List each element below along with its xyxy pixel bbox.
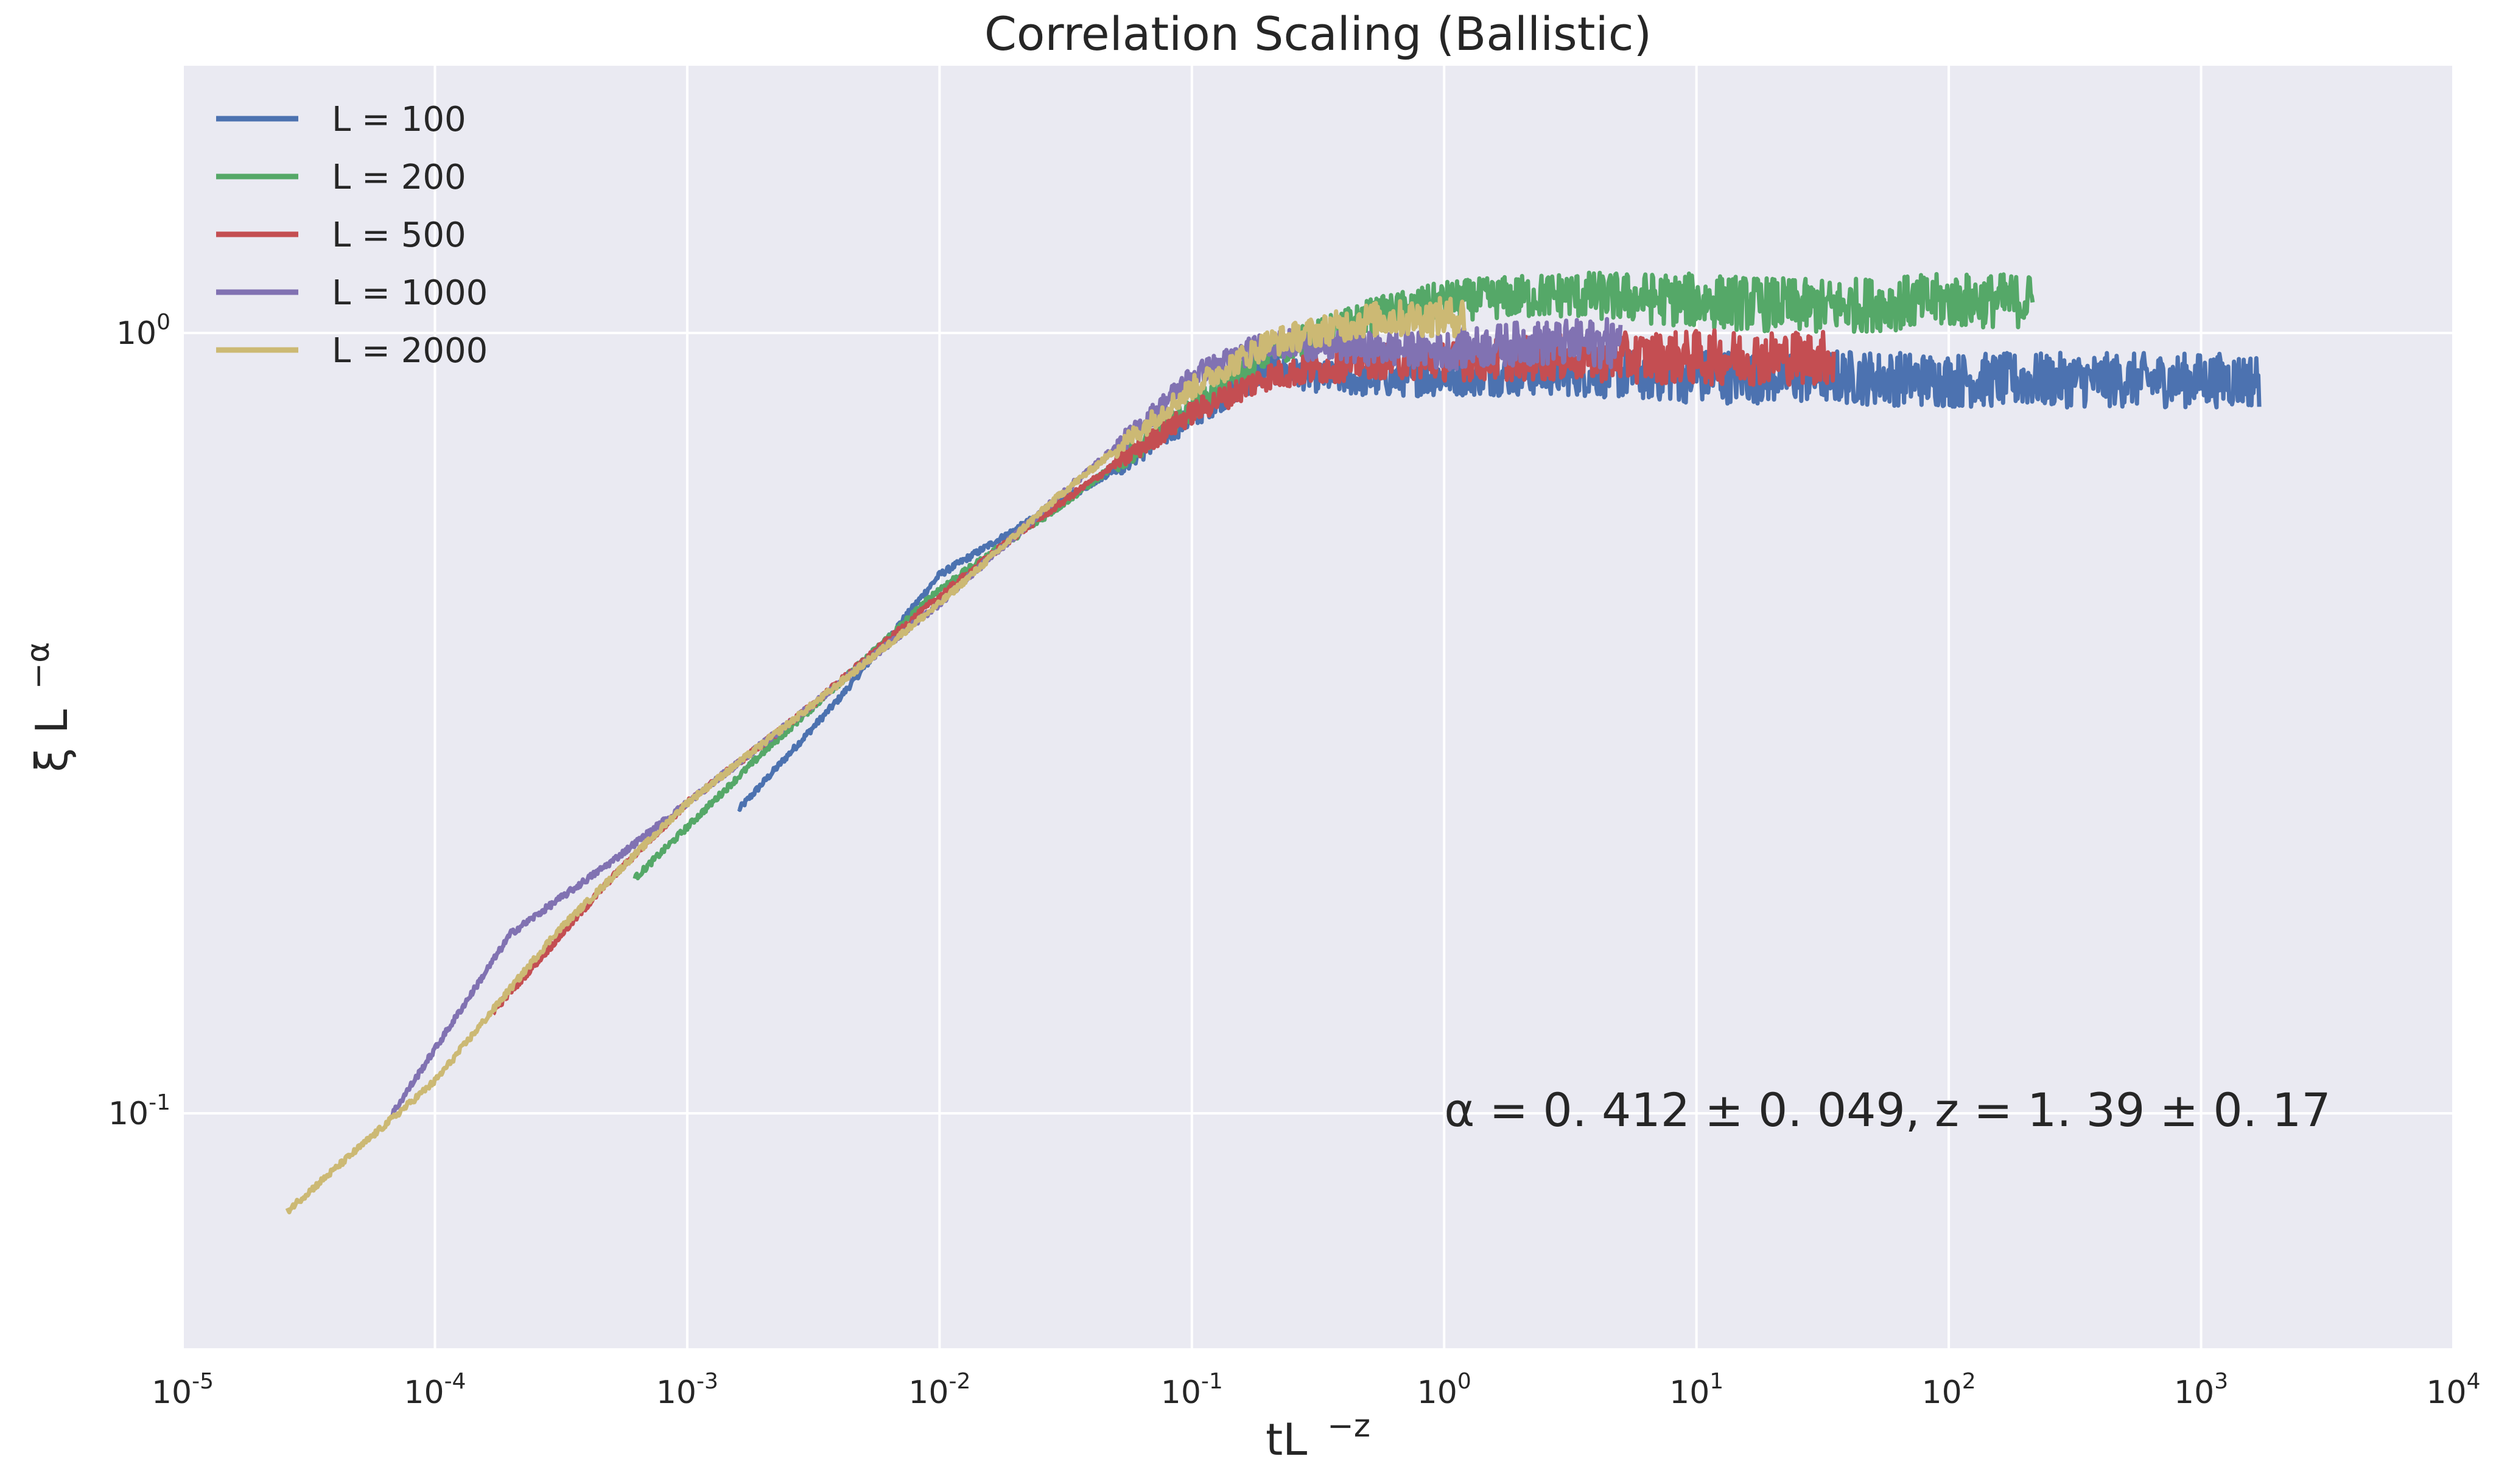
x-tick-base: 10 [1417,1374,1457,1411]
x-tick-base: 10 [404,1374,444,1411]
x-tick-exponent: 0 [1457,1369,1471,1394]
chart-title: Correlation Scaling (Ballistic) [984,7,1652,61]
x-tick-exponent: 4 [2467,1369,2481,1394]
y-axis-label-exponent: −α [20,642,57,690]
legend-label: L = 1000 [332,273,488,313]
legend: L = 100 L = 200 L = 500 L = 1000 L = 2000 [216,100,488,371]
x-tick-exponent: -5 [192,1369,214,1394]
series-layer [285,270,2262,1214]
x-tick-base: 10 [908,1374,948,1411]
x-tick-exponent: -2 [948,1369,970,1394]
legend-label: L = 2000 [332,331,488,371]
y-axis-label: ξ L −α [20,642,77,772]
series-line-100 [737,347,2262,812]
x-tick-label: 100 [1417,1369,1471,1411]
y-tick-exponent: 0 [156,310,170,335]
y-tick-base: 10 [108,1096,149,1132]
y-tick-exponent: -1 [149,1090,170,1115]
x-tick-base: 10 [2426,1374,2466,1411]
x-tick-base: 10 [152,1374,192,1411]
x-axis-label-base: tL [1266,1414,1307,1465]
x-tick-label: 103 [2174,1369,2228,1411]
x-tick-base: 10 [1161,1374,1201,1411]
fit-annotation: α = 0. 412 ± 0. 049, z = 1. 39 ± 0. 17 [1444,1083,2331,1137]
x-tick-base: 10 [2174,1374,2214,1411]
y-tick-label: 10-1 [108,1090,170,1132]
legend-label: L = 100 [332,100,466,139]
legend-item: L = 100 [216,100,466,139]
x-tick-base: 10 [1669,1374,1709,1411]
x-tick-label: 104 [2426,1369,2480,1411]
legend-item: L = 200 [216,158,466,197]
x-tick-label: 10-1 [1161,1369,1223,1411]
x-tick-label: 10-5 [152,1369,214,1411]
plot-area [183,66,2453,1348]
x-tick-exponent: 3 [2214,1369,2228,1394]
x-tick-labels: 10-5 10-4 10-3 10-2 10-1 100 101 102 103 104 [152,1369,2481,1411]
x-tick-base: 10 [1922,1374,1962,1411]
y-tick-base: 10 [116,315,156,352]
y-tick-label: 100 [116,310,170,352]
grid [181,66,2455,1348]
x-tick-exponent: 2 [1962,1369,1976,1394]
legend-item: L = 2000 [216,331,488,371]
x-tick-label: 10-4 [404,1369,466,1411]
legend-item: L = 500 [216,215,466,255]
x-tick-base: 10 [656,1374,696,1411]
x-tick-label: 102 [1922,1369,1976,1411]
x-axis-label: tL −z [1266,1408,1370,1465]
x-tick-label: 101 [1669,1369,1723,1411]
legend-item: L = 1000 [216,273,488,313]
x-tick-exponent: -4 [444,1369,466,1394]
legend-label: L = 200 [332,158,466,197]
series-line-2000 [285,296,1467,1214]
x-axis-label-exponent: −z [1327,1408,1370,1444]
legend-label: L = 500 [332,215,466,255]
x-tick-label: 10-3 [656,1369,718,1411]
x-tick-exponent: -3 [696,1369,718,1394]
x-tick-exponent: 1 [1709,1369,1723,1394]
x-tick-label: 10-2 [908,1369,970,1411]
x-tick-exponent: -1 [1201,1369,1223,1394]
y-axis-label-base: ξ L [26,709,77,772]
